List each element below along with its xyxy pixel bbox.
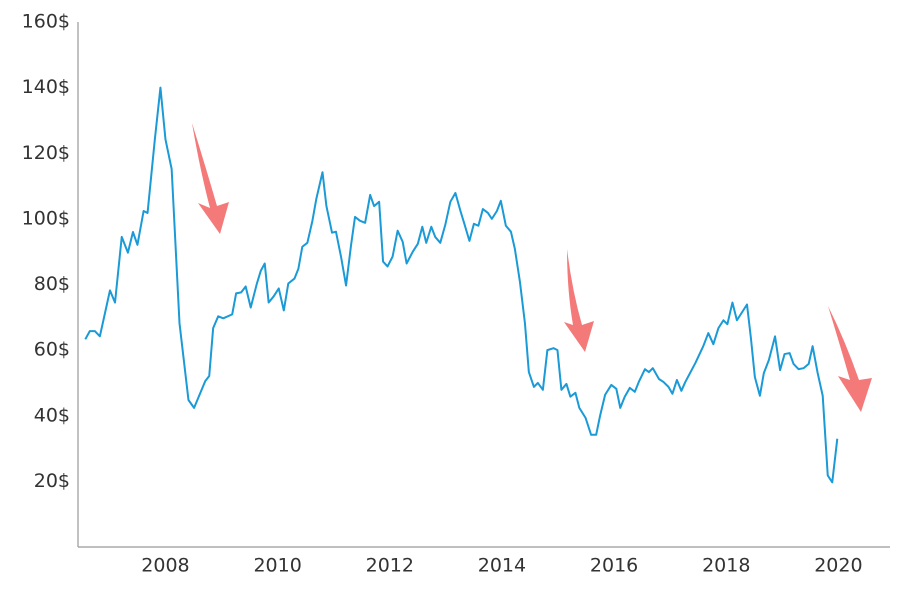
y-tick-label: 20$ xyxy=(34,470,70,492)
x-tick-label: 2018 xyxy=(702,555,750,577)
arrow xyxy=(192,123,229,234)
x-tick-label: 2014 xyxy=(478,555,526,577)
x-tick-label: 2010 xyxy=(253,555,301,577)
line xyxy=(84,86,839,484)
y-tick-label: 120$ xyxy=(22,142,70,164)
arrow xyxy=(564,249,594,352)
x-tick-label: 2008 xyxy=(141,555,189,577)
arrow xyxy=(828,306,872,412)
y-tick-label: 160$ xyxy=(22,11,70,33)
x-tick-label: 2012 xyxy=(366,555,414,577)
y-tick-label: 60$ xyxy=(34,339,70,361)
y-tick-label: 40$ xyxy=(34,404,70,426)
x-tick-label: 2016 xyxy=(590,555,638,577)
y-tick-label: 80$ xyxy=(34,273,70,295)
annotation-arrows xyxy=(192,123,872,412)
y-tick-label: 140$ xyxy=(22,76,70,98)
x-tick-label: 2020 xyxy=(814,555,862,577)
y-tick-label: 100$ xyxy=(22,207,70,229)
